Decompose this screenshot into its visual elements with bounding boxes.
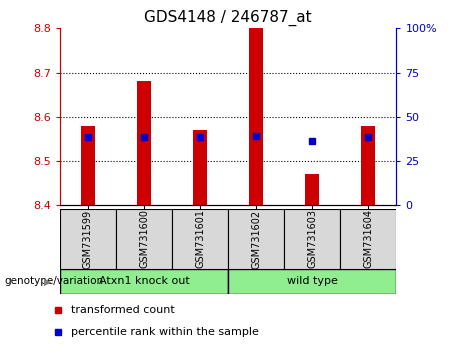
Bar xyxy=(305,174,319,205)
Bar xyxy=(60,209,116,269)
Bar xyxy=(193,130,207,205)
Text: GSM731602: GSM731602 xyxy=(251,209,261,269)
Text: genotype/variation: genotype/variation xyxy=(5,276,104,286)
Title: GDS4148 / 246787_at: GDS4148 / 246787_at xyxy=(144,9,312,25)
Bar xyxy=(172,209,228,269)
Bar xyxy=(81,126,95,205)
Text: ▶: ▶ xyxy=(44,276,51,286)
Text: wild type: wild type xyxy=(287,276,338,286)
Bar xyxy=(361,126,375,205)
Bar xyxy=(137,81,151,205)
Text: GSM731603: GSM731603 xyxy=(307,210,317,268)
Bar xyxy=(60,269,228,294)
Bar xyxy=(284,209,340,269)
Text: GSM731600: GSM731600 xyxy=(139,210,149,268)
Bar xyxy=(228,269,396,294)
Text: GSM731601: GSM731601 xyxy=(195,210,205,268)
Bar xyxy=(340,209,396,269)
Text: transformed count: transformed count xyxy=(71,305,175,315)
Bar xyxy=(116,209,172,269)
Text: GSM731599: GSM731599 xyxy=(83,209,93,269)
Bar xyxy=(249,28,263,205)
Text: Atxn1 knock out: Atxn1 knock out xyxy=(99,276,189,286)
Text: GSM731604: GSM731604 xyxy=(363,210,373,268)
Text: percentile rank within the sample: percentile rank within the sample xyxy=(71,327,260,337)
Bar xyxy=(228,209,284,269)
